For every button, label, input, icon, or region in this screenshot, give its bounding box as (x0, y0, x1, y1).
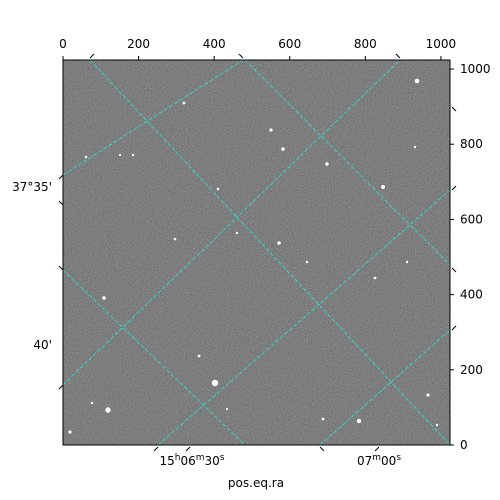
star-0 (414, 78, 420, 84)
star-13 (90, 401, 94, 405)
right-tick-label-3: 600 (460, 212, 483, 226)
star-1 (182, 101, 186, 105)
world-tick-3 (58, 174, 64, 180)
sky-image (63, 60, 450, 445)
x-axis-title: pos.eq.ra (228, 476, 284, 490)
star-12 (105, 407, 111, 413)
star-6 (216, 187, 220, 191)
world-tick-12 (451, 185, 457, 191)
world-tick-2 (395, 53, 401, 59)
star-17 (235, 231, 239, 235)
right-tick-label-2: 400 (460, 288, 483, 302)
top-tick-label-0: 0 (59, 37, 67, 51)
star-23 (118, 153, 122, 157)
star-3 (281, 147, 285, 151)
world-tick-5 (58, 200, 64, 206)
star-11 (197, 354, 201, 358)
top-tick-label-2: 400 (203, 37, 226, 51)
ra-tick-label-2: 07m00s (357, 453, 401, 468)
star-19 (131, 153, 135, 157)
world-tick-6 (58, 265, 64, 271)
right-tick-label-0: 0 (460, 438, 468, 452)
world-tick-1 (238, 53, 244, 59)
star-15 (426, 393, 430, 397)
world-tick-11 (451, 106, 457, 112)
star-14 (356, 418, 362, 424)
right-tick-label-1: 200 (460, 363, 483, 377)
top-tick-label-4: 800 (354, 37, 377, 51)
star-24 (225, 407, 229, 411)
grid-line-4 (244, 60, 450, 266)
world-tick-13 (451, 267, 457, 273)
world-tick-0 (89, 53, 95, 59)
star-10 (211, 379, 219, 387)
right-tick-label-4: 800 (460, 137, 483, 151)
world-tick-9 (319, 446, 325, 452)
grid-line-1 (63, 60, 401, 386)
top-tick-label-3: 600 (278, 37, 301, 51)
grid-line-6 (63, 269, 246, 445)
world-tick-7 (153, 446, 159, 452)
dec-tick-label-2: 40' (33, 338, 52, 352)
world-tick-4 (58, 384, 64, 390)
star-26 (435, 423, 439, 427)
star-22 (373, 276, 377, 280)
star-20 (413, 145, 417, 149)
world-tick-14 (451, 325, 457, 331)
ra-tick-label-1: 15h06m30s (159, 453, 224, 468)
top-tick-label-5: 1000 (426, 37, 457, 51)
grid-line-5 (89, 60, 450, 445)
star-18 (173, 237, 177, 241)
world-tick-8 (185, 446, 191, 452)
right-tick-label-5: 1000 (460, 62, 491, 76)
star-27 (84, 155, 88, 159)
star-5 (381, 185, 385, 189)
grid-line-2 (157, 189, 450, 445)
grid-line-3 (319, 329, 450, 445)
star-21 (405, 260, 409, 264)
star-8 (305, 260, 309, 264)
star-2 (269, 128, 273, 132)
top-tick-label-1: 200 (127, 37, 150, 51)
star-9 (102, 296, 106, 300)
star-7 (277, 241, 281, 245)
world-tick-10 (374, 446, 380, 452)
star-4 (325, 162, 329, 166)
star-25 (321, 417, 325, 421)
dec-tick-label-1: 37°35' (12, 180, 52, 194)
star-field (68, 78, 439, 434)
star-16 (68, 430, 72, 434)
axes-decorations: 0 200 400 600 800 1000 0 200 400 600 800 1000 (58, 37, 491, 452)
axes-frame (62, 59, 451, 446)
coordinate-grid (63, 60, 450, 445)
